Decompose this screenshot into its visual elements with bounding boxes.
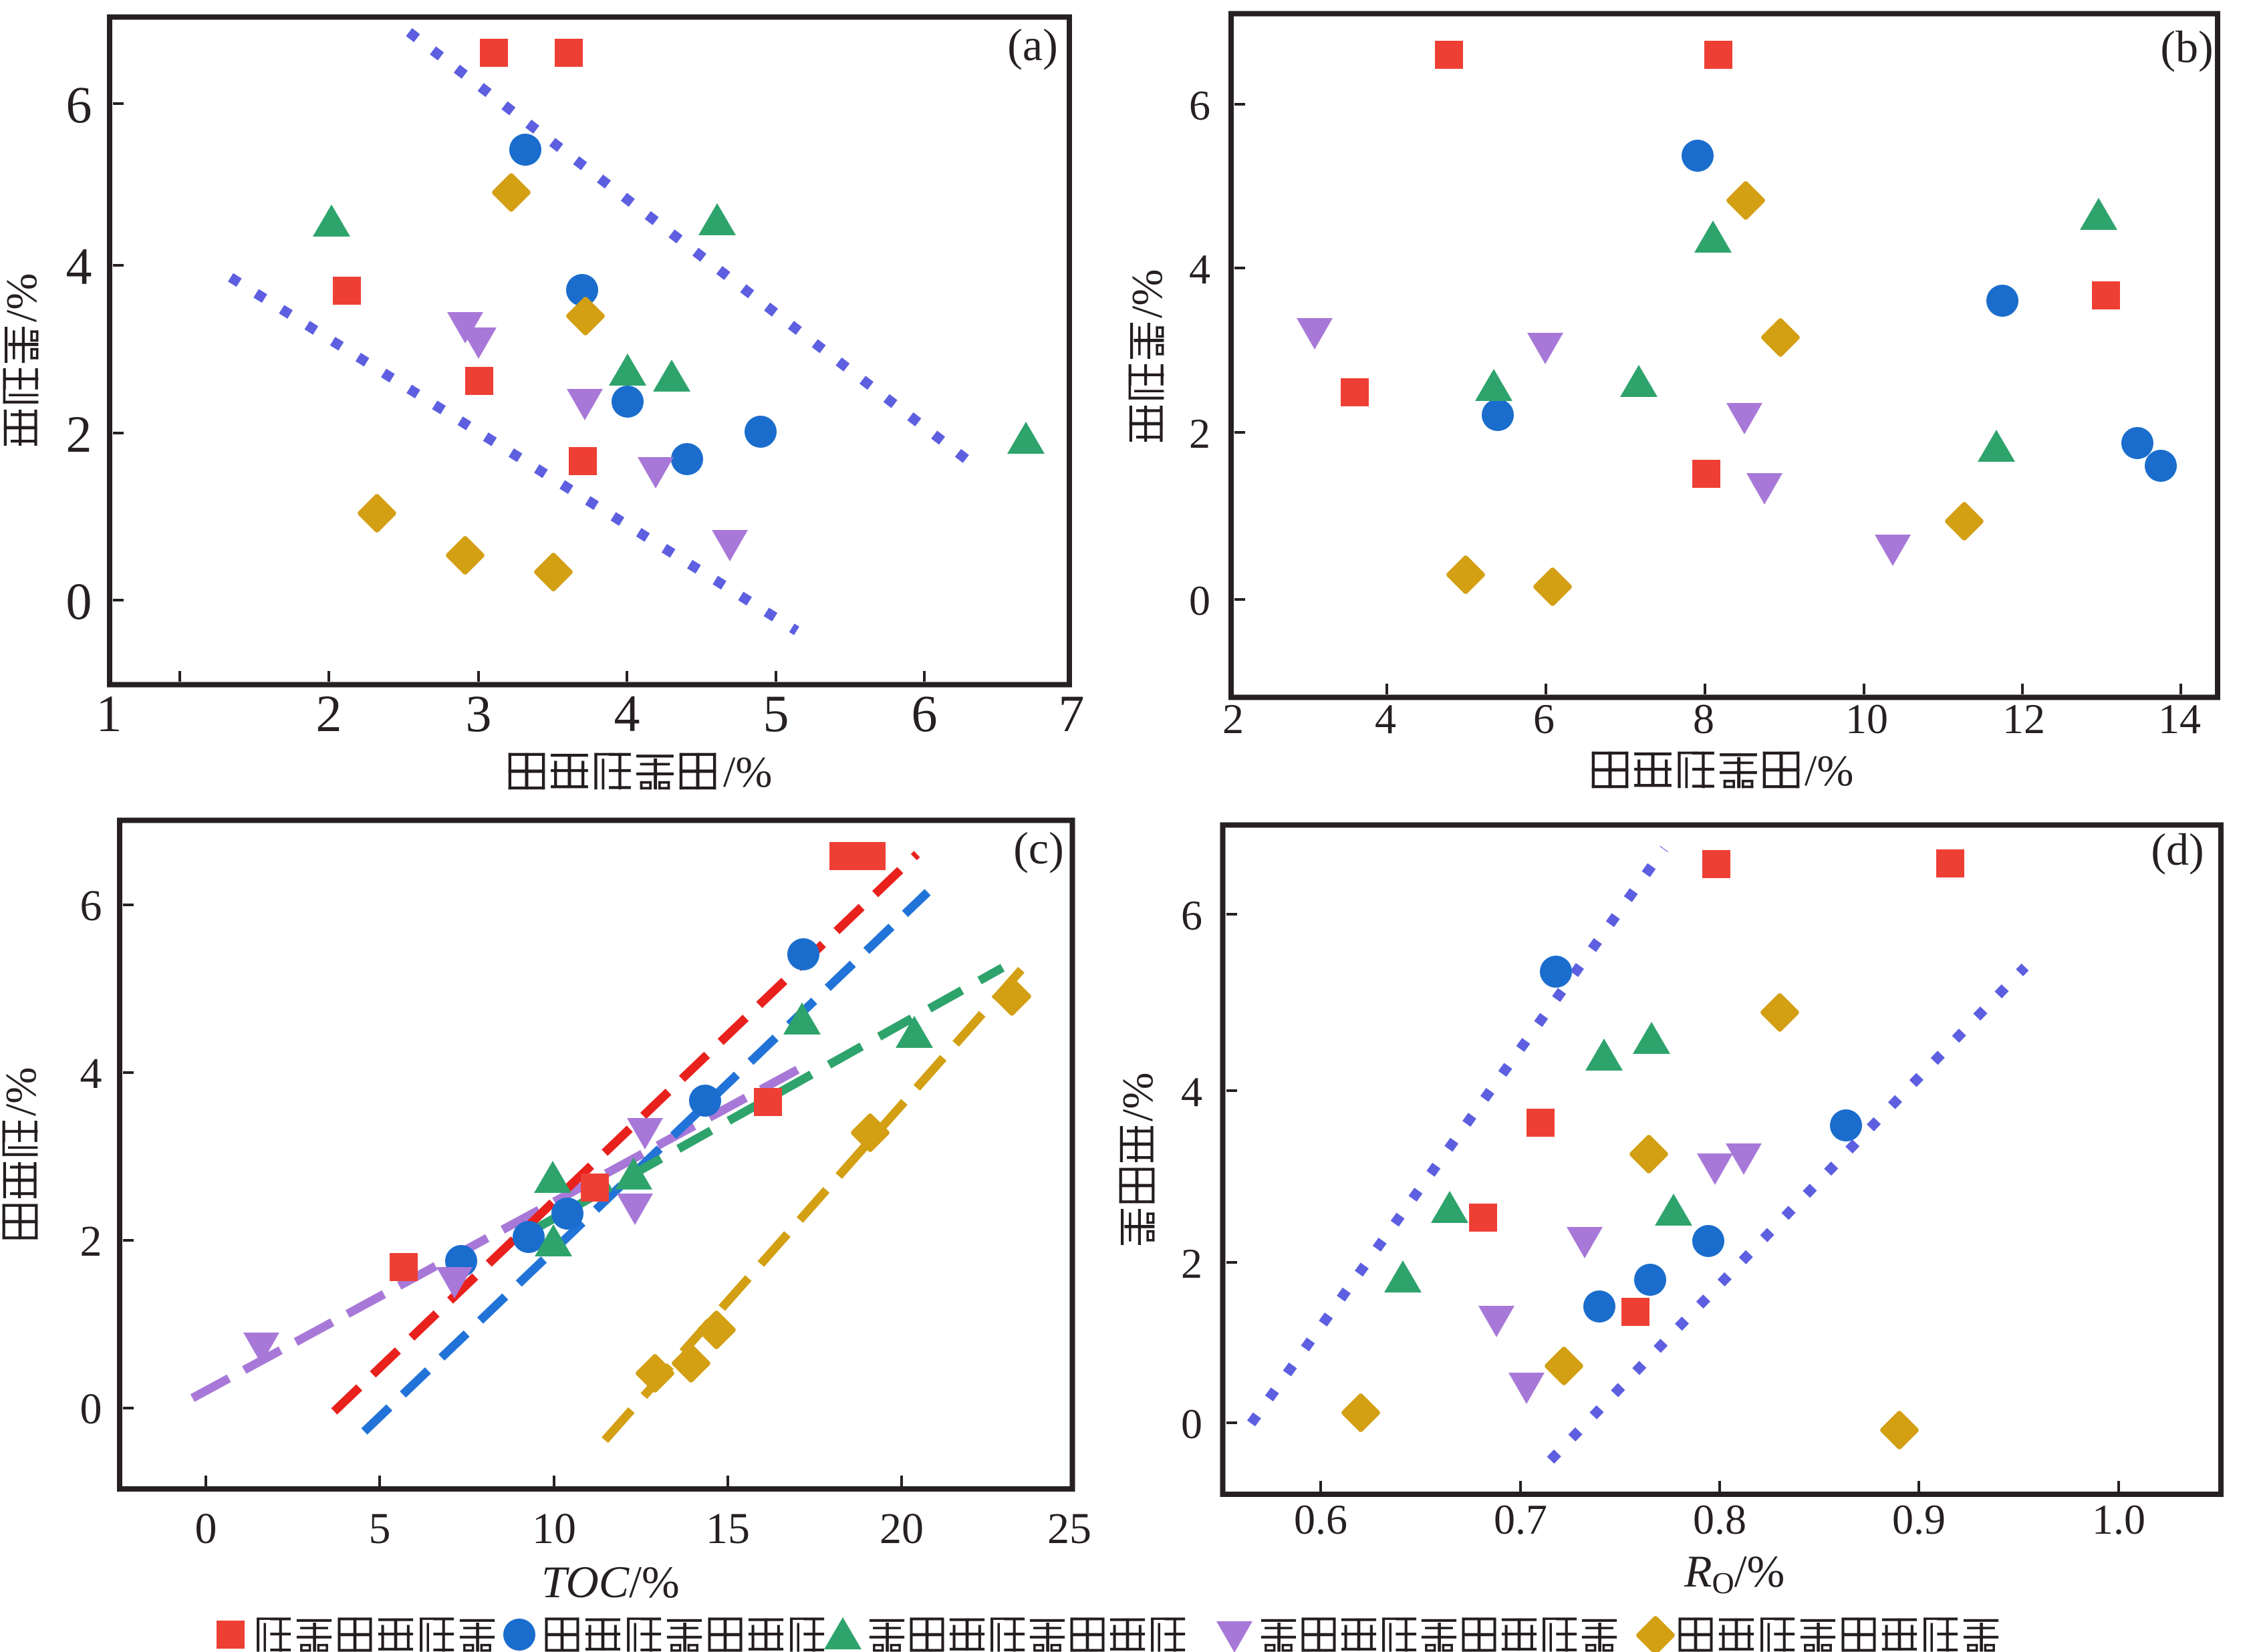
- svg-text:/%: /%: [1113, 1073, 1162, 1121]
- svg-text:/%: /%: [0, 1067, 45, 1116]
- svg-text:6: 6: [1189, 82, 1210, 129]
- svg-text:0.7: 0.7: [1494, 1496, 1547, 1543]
- svg-text:2: 2: [1222, 695, 1244, 742]
- svg-text:/%: /%: [1805, 746, 1853, 795]
- svg-text:6: 6: [1181, 891, 1202, 939]
- svg-text:0.8: 0.8: [1693, 1496, 1746, 1543]
- svg-text:4: 4: [1375, 695, 1396, 742]
- svg-text:4: 4: [1189, 245, 1210, 293]
- svg-text:(a): (a): [1007, 19, 1057, 70]
- svg-text:0: 0: [1189, 577, 1210, 624]
- svg-text:4: 4: [614, 684, 640, 742]
- svg-text:0.6: 0.6: [1294, 1496, 1347, 1543]
- svg-text:3: 3: [466, 684, 492, 742]
- svg-text:6: 6: [66, 76, 92, 134]
- svg-text:2: 2: [1189, 410, 1210, 457]
- svg-text:RO/%: RO/%: [1684, 1546, 1784, 1600]
- svg-text:20: 20: [880, 1504, 924, 1553]
- svg-text:5: 5: [763, 684, 789, 742]
- svg-text:14: 14: [2158, 695, 2201, 742]
- svg-text:0: 0: [195, 1504, 217, 1553]
- svg-text:/%: /%: [723, 748, 772, 797]
- svg-text:15: 15: [706, 1504, 750, 1553]
- svg-text:7: 7: [1059, 684, 1085, 742]
- svg-text:(c): (c): [1013, 823, 1063, 873]
- svg-text:(b): (b): [2160, 21, 2213, 72]
- svg-text:4: 4: [80, 1049, 102, 1098]
- svg-text:2: 2: [316, 684, 342, 742]
- svg-text:(d): (d): [2151, 824, 2204, 875]
- svg-text:2: 2: [66, 405, 92, 463]
- svg-text:0: 0: [66, 572, 92, 630]
- svg-text:4: 4: [1181, 1068, 1202, 1115]
- svg-text:0: 0: [80, 1385, 102, 1433]
- svg-text:6: 6: [80, 881, 102, 930]
- svg-text:1.0: 1.0: [2092, 1496, 2145, 1543]
- svg-text:2: 2: [1181, 1240, 1202, 1287]
- svg-text:TOC/%: TOC/%: [541, 1556, 680, 1607]
- svg-text:10: 10: [1845, 695, 1888, 742]
- svg-text:12: 12: [2002, 695, 2045, 742]
- svg-text:25: 25: [1047, 1504, 1091, 1553]
- svg-text:/%: /%: [0, 273, 46, 322]
- svg-text:4: 4: [66, 237, 92, 295]
- svg-text:8: 8: [1693, 695, 1714, 742]
- svg-text:5: 5: [369, 1504, 391, 1553]
- svg-text:6: 6: [912, 684, 938, 742]
- svg-text:6: 6: [1533, 695, 1555, 742]
- svg-text:2: 2: [80, 1217, 102, 1266]
- svg-text:0.9: 0.9: [1892, 1496, 1946, 1543]
- svg-text:1: 1: [96, 684, 122, 742]
- svg-text:/%: /%: [1123, 269, 1172, 318]
- svg-text:0: 0: [1181, 1400, 1202, 1448]
- svg-text:10: 10: [532, 1504, 576, 1553]
